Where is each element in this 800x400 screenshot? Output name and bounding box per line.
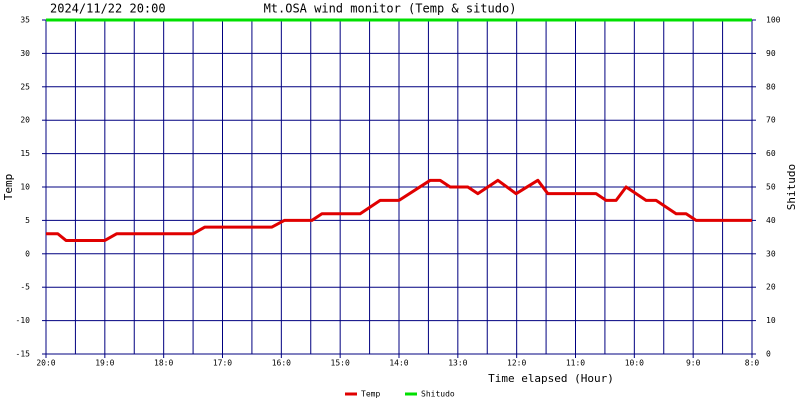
y2-tick-label: 20 [766, 283, 776, 292]
y2-tick-label: 80 [766, 82, 776, 91]
y-tick-label: 0 [25, 249, 30, 258]
y2-tick-label: 60 [766, 149, 776, 158]
y-tick-label: 10 [20, 183, 30, 192]
y2-tick-label: 30 [766, 249, 776, 258]
x-tick-label: 19:0 [95, 359, 114, 368]
y-tick-label: -5 [20, 283, 30, 292]
y-tick-label: 30 [20, 49, 30, 58]
x-tick-label: 9:0 [686, 359, 701, 368]
x-tick-label: 8:0 [745, 359, 760, 368]
y2-tick-label: 40 [766, 216, 776, 225]
x-tick-label: 11:0 [566, 359, 585, 368]
y2-axis-label: Shitudo [785, 164, 798, 210]
timestamp: 2024/11/22 20:00 [50, 2, 166, 16]
y2-tick-label: 10 [766, 316, 776, 325]
x-tick-label: 12:0 [507, 359, 526, 368]
y2-tick-label: 70 [766, 116, 776, 125]
y-tick-label: 35 [20, 16, 30, 25]
y-tick-label: 5 [25, 216, 30, 225]
legend-label: Shitudo [421, 390, 455, 399]
series-line [46, 178, 752, 242]
y-tick-label: 25 [20, 82, 30, 91]
y-tick-label: -15 [16, 350, 31, 359]
chart-title: Mt.OSA wind monitor (Temp & situdo) [264, 2, 517, 16]
y2-tick-label: 50 [766, 183, 776, 192]
y-tick-label: -10 [16, 316, 31, 325]
x-tick-label: 15:0 [331, 359, 350, 368]
y2-tick-label: 90 [766, 49, 776, 58]
y-tick-label: 20 [20, 116, 30, 125]
y-axis-label: Temp [2, 174, 15, 201]
legend-label: Temp [361, 390, 380, 399]
x-tick-label: 10:0 [625, 359, 644, 368]
y2-tick-label: 100 [766, 16, 781, 25]
x-tick-label: 20:0 [36, 359, 55, 368]
x-axis-label: Time elapsed (Hour) [488, 372, 614, 385]
x-tick-label: 17:0 [213, 359, 232, 368]
x-tick-label: 16:0 [272, 359, 291, 368]
y2-tick-label: 0 [766, 350, 771, 359]
y-tick-label: 15 [20, 149, 30, 158]
x-tick-label: 14:0 [389, 359, 408, 368]
x-tick-label: 18:0 [154, 359, 173, 368]
x-tick-label: 13:0 [448, 359, 467, 368]
